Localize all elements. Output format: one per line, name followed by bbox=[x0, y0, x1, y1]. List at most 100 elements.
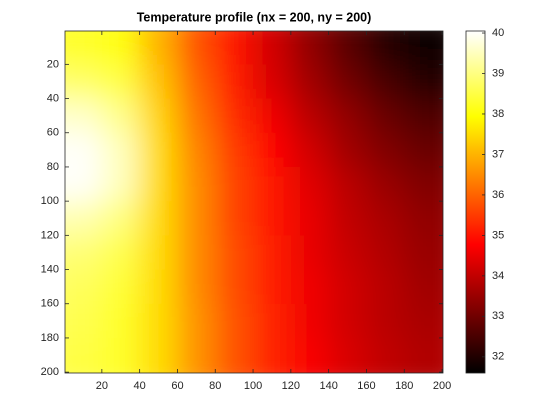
heatmap-cell bbox=[253, 132, 292, 168]
colorbar bbox=[465, 30, 486, 374]
heatmap-cell bbox=[101, 166, 141, 202]
x-tick-label: 160 bbox=[357, 380, 375, 392]
colorbar-tick-label: 39 bbox=[492, 67, 504, 79]
y-tick-label: 140 bbox=[41, 263, 59, 275]
heatmap-cell bbox=[404, 337, 443, 373]
heatmap-cell bbox=[65, 303, 103, 339]
heatmap-cell bbox=[215, 337, 254, 373]
heatmap-cell bbox=[253, 337, 292, 373]
x-tick-label: 200 bbox=[433, 380, 451, 392]
heatmap-cell bbox=[253, 235, 292, 271]
heatmap-cell bbox=[139, 201, 178, 236]
heatmap-cell bbox=[139, 64, 178, 100]
heatmap-cell bbox=[215, 303, 254, 339]
heatmap-cell bbox=[328, 31, 367, 65]
heatmap-cell bbox=[215, 64, 254, 100]
heatmap-cell bbox=[404, 201, 443, 236]
heatmap-cell bbox=[328, 269, 367, 305]
y-tick-label: 120 bbox=[41, 229, 59, 241]
heatmap-cell bbox=[404, 269, 443, 305]
heatmap-cell bbox=[215, 31, 254, 65]
heatmap-cell bbox=[404, 303, 443, 339]
heatmap-cell bbox=[177, 166, 216, 202]
x-tick-label: 100 bbox=[244, 380, 262, 392]
y-tick-label: 160 bbox=[41, 298, 59, 310]
heatmap-cell bbox=[290, 64, 330, 100]
heatmap-cell bbox=[65, 235, 103, 271]
heatmap-cell bbox=[290, 303, 330, 339]
heatmap-cell bbox=[65, 269, 103, 305]
heatmap-cell bbox=[65, 132, 103, 168]
heatmap-cell bbox=[328, 98, 367, 134]
x-tick-label: 60 bbox=[171, 380, 183, 392]
heatmap-cell bbox=[404, 132, 443, 168]
heatmap-cell bbox=[366, 303, 405, 339]
heatmap-cell bbox=[65, 98, 103, 134]
heatmap-cell bbox=[215, 98, 254, 134]
chart-title: Temperature profile (nx = 200, ny = 200) bbox=[137, 10, 372, 24]
heatmap-cell bbox=[366, 64, 405, 100]
x-tick-label: 20 bbox=[96, 380, 108, 392]
heatmap-cell bbox=[290, 31, 330, 65]
heatmap-cell bbox=[177, 201, 216, 236]
heatmap-cell bbox=[101, 235, 141, 271]
heatmap-cell bbox=[253, 269, 292, 305]
x-tick-label: 120 bbox=[282, 380, 300, 392]
axes: 20 40 60 80 100 120 140 160 180 200 20 40 60 80 100 120… bbox=[41, 27, 505, 392]
heatmap-cell bbox=[101, 132, 141, 168]
colorbar-tick-label: 35 bbox=[492, 229, 504, 241]
heatmap-cell bbox=[366, 337, 405, 373]
heatmap-cells bbox=[65, 31, 443, 373]
heatmap-cell bbox=[139, 303, 178, 339]
x-tick-label: 40 bbox=[134, 380, 146, 392]
heatmap-cell bbox=[366, 235, 405, 271]
heatmap-cell bbox=[101, 337, 141, 373]
heatmap-cell bbox=[366, 269, 405, 305]
heatmap-cell bbox=[139, 31, 178, 65]
heatmap-cell bbox=[366, 98, 405, 134]
heatmap-cell bbox=[101, 31, 141, 65]
heatmap-cell bbox=[253, 303, 292, 339]
heatmap-cell bbox=[139, 166, 178, 202]
heatmap-cell bbox=[366, 31, 405, 65]
heatmap-cell bbox=[177, 337, 216, 373]
x-tick-label: 140 bbox=[319, 380, 337, 392]
y-tick-label: 60 bbox=[47, 127, 59, 139]
heatmap-cell bbox=[290, 132, 330, 168]
y-tick-label: 200 bbox=[41, 366, 59, 378]
y-tick-label: 40 bbox=[47, 92, 59, 104]
y-tick-label: 180 bbox=[41, 332, 59, 344]
colorbar-tick-label: 32 bbox=[492, 351, 504, 363]
heatmap-cell bbox=[101, 269, 141, 305]
heatmap-cell bbox=[177, 98, 216, 134]
heatmap-cell bbox=[139, 132, 178, 168]
heatmap-cell bbox=[215, 235, 254, 271]
heatmap-cell bbox=[101, 98, 141, 134]
heatmap-cell bbox=[366, 166, 405, 202]
heatmap-cell bbox=[253, 98, 292, 134]
heatmap-cell bbox=[290, 201, 330, 236]
heatmap-cell bbox=[404, 64, 443, 100]
heatmap-cell bbox=[253, 201, 292, 236]
heatmap-cell bbox=[177, 64, 216, 100]
heatmap-cell bbox=[328, 337, 367, 373]
heatmap-cell bbox=[404, 235, 443, 271]
y-tick-label: 20 bbox=[47, 58, 59, 70]
y-tick-label: 100 bbox=[41, 195, 59, 207]
x-tick-label: 180 bbox=[395, 380, 413, 392]
heatmap-cell bbox=[215, 132, 254, 168]
heatmap-cell bbox=[139, 337, 178, 373]
y-tick-label: 80 bbox=[47, 161, 59, 173]
heatmap-cell bbox=[290, 98, 330, 134]
x-tick-label: 80 bbox=[209, 380, 221, 392]
heatmap-cell bbox=[101, 303, 141, 339]
colorbar-tick-label: 38 bbox=[492, 108, 504, 120]
colorbar-tick-label: 34 bbox=[492, 270, 504, 282]
heatmap-cell bbox=[366, 132, 405, 168]
heatmap-cell bbox=[65, 31, 103, 65]
heatmap-cell bbox=[290, 166, 330, 202]
heatmap-cell bbox=[65, 64, 103, 100]
heatmap-cell bbox=[328, 166, 367, 202]
heatmap-cell bbox=[101, 64, 141, 100]
